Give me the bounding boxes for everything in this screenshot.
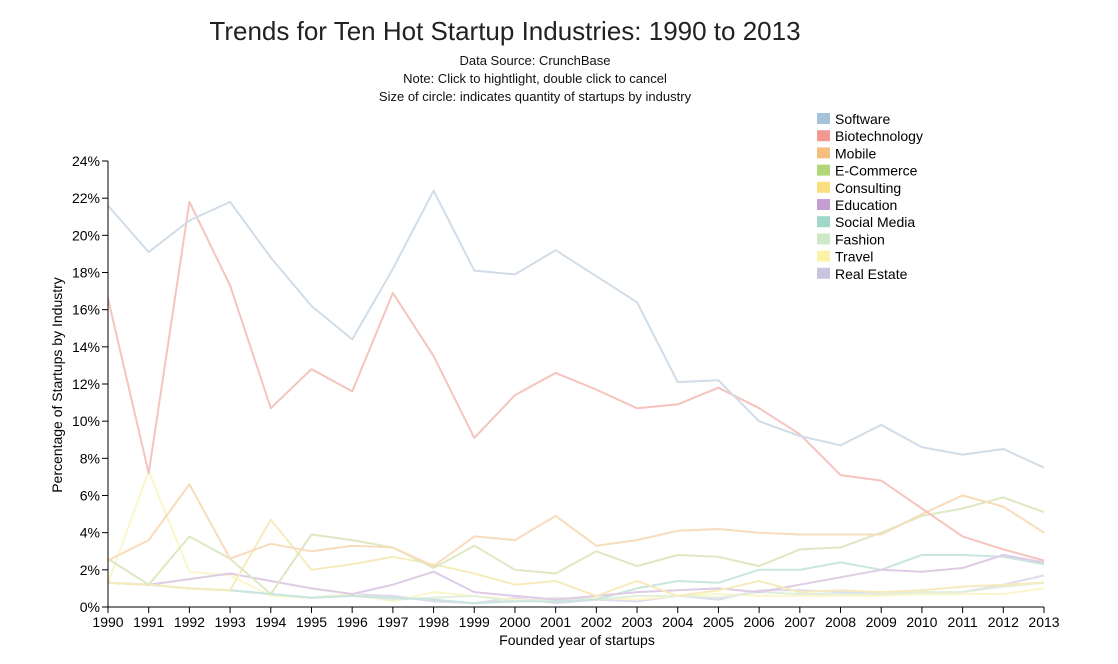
x-tick-label: 1999 xyxy=(459,614,490,630)
x-tick-label: 1998 xyxy=(418,614,449,630)
legend-label-biotechnology[interactable]: Biotechnology xyxy=(835,128,923,144)
series-line-software[interactable] xyxy=(107,189,1045,469)
x-tick-label: 1992 xyxy=(174,614,205,630)
y-tick-label: 20% xyxy=(72,227,100,243)
legend-swatch-software[interactable] xyxy=(817,113,830,124)
series-line-consulting[interactable] xyxy=(107,518,1045,597)
legend-swatch-education[interactable] xyxy=(817,199,830,210)
series-line-biotechnology[interactable] xyxy=(107,200,1045,562)
legend-label-software[interactable]: Software xyxy=(835,111,890,127)
y-tick-label: 0% xyxy=(80,599,100,615)
x-tick-label: 2001 xyxy=(540,614,571,630)
legend-swatch-mobile[interactable] xyxy=(817,147,830,159)
x-tick-label: 1996 xyxy=(337,614,368,630)
legend-label-social-media[interactable]: Social Media xyxy=(835,214,915,230)
legend-label-real-estate[interactable]: Real Estate xyxy=(835,266,908,282)
legend-swatch-travel[interactable] xyxy=(817,250,830,262)
legend-label-e-commerce[interactable]: E-Commerce xyxy=(835,163,918,179)
series-lines xyxy=(107,189,1045,605)
legend-label-travel[interactable]: Travel xyxy=(835,249,873,265)
x-tick-label: 2004 xyxy=(662,614,693,630)
x-tick-label: 2007 xyxy=(784,614,815,630)
y-tick-label: 24% xyxy=(72,153,100,169)
circle-size-subtitle: Size of circle: indicates quantity of st… xyxy=(378,89,692,104)
y-tick-label: 12% xyxy=(72,376,100,392)
x-tick-label: 2008 xyxy=(825,614,856,630)
x-tick-label: 1991 xyxy=(133,614,164,630)
legend-label-education[interactable]: Education xyxy=(835,197,897,213)
legend-swatch-social-media[interactable] xyxy=(817,216,830,228)
legend-label-fashion[interactable]: Fashion xyxy=(835,231,885,247)
legend-swatch-consulting[interactable] xyxy=(817,181,830,193)
y-axis-label: Percentage of Startups by Industry xyxy=(49,277,65,493)
y-tick-label: 2% xyxy=(80,562,100,578)
y-tick-label: 16% xyxy=(72,302,100,318)
legend-swatch-e-commerce[interactable] xyxy=(817,164,830,176)
series-line-social-media[interactable] xyxy=(107,554,1045,605)
x-tick-label: 2005 xyxy=(703,614,734,630)
x-tick-label: 1995 xyxy=(296,614,327,630)
x-tick-label: 2009 xyxy=(866,614,897,630)
y-tick-label: 6% xyxy=(80,488,100,504)
legend-swatch-real-estate[interactable] xyxy=(817,267,830,279)
x-axis: 1990 1991 1992 1993 1994 1995 1996 1997 1998 1999… xyxy=(92,606,1060,630)
y-tick-label: 14% xyxy=(72,339,100,355)
x-tick-label: 1990 xyxy=(92,614,123,630)
series-line-e-commerce[interactable] xyxy=(107,496,1045,595)
y-tick-label: 22% xyxy=(72,190,100,206)
note-subtitle: Note: Click to hightlight, double click … xyxy=(403,71,667,86)
legend-label-consulting[interactable]: Consulting xyxy=(835,180,901,196)
x-tick-label: 2011 xyxy=(948,614,978,630)
x-tick-label: 2010 xyxy=(906,614,937,630)
legend-swatch-fashion[interactable] xyxy=(817,233,830,245)
x-tick-label: 2000 xyxy=(499,614,530,630)
x-tick-label: 2006 xyxy=(744,614,775,630)
x-axis-label: Founded year of startups xyxy=(499,632,655,648)
y-tick-label: 8% xyxy=(80,450,100,466)
y-tick-label: 10% xyxy=(72,413,100,429)
legend-label-mobile[interactable]: Mobile xyxy=(835,145,876,161)
y-tick-label: 18% xyxy=(72,265,100,281)
y-tick-label: 4% xyxy=(80,525,100,541)
x-tick-label: 2002 xyxy=(581,614,612,630)
series-line-travel[interactable] xyxy=(107,470,1045,603)
x-tick-label: 2003 xyxy=(621,614,652,630)
data-source-subtitle: Data Source: CrunchBase xyxy=(459,53,611,68)
chart-title: Trends for Ten Hot Startup Industries: 1… xyxy=(209,16,801,46)
x-tick-label: 2013 xyxy=(1028,614,1059,630)
x-tick-label: 1994 xyxy=(255,614,286,630)
x-tick-label: 2012 xyxy=(988,614,1019,630)
legend-swatch-biotechnology[interactable] xyxy=(817,130,830,142)
y-axis: 0% 2% 4% 6% 8% 10% 12% 14% 16% 18% 20% 22% 24% xyxy=(72,153,109,615)
x-tick-label: 1997 xyxy=(377,614,408,630)
series-line-education[interactable] xyxy=(107,554,1045,601)
series-line-mobile[interactable] xyxy=(107,483,1045,568)
x-tick-label: 1993 xyxy=(215,614,246,630)
